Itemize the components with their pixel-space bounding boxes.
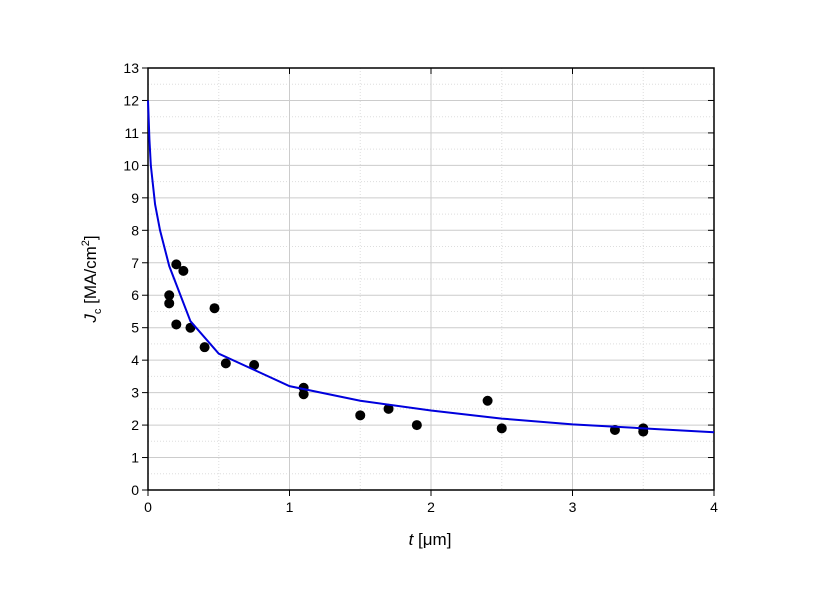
y-tick-label: 9 — [131, 190, 139, 206]
data-point — [482, 395, 493, 406]
data-point — [220, 358, 231, 369]
y-tick-label: 3 — [131, 385, 139, 401]
y-tick-label: 8 — [131, 222, 139, 238]
y-label-sup: 2 — [80, 240, 92, 246]
y-axis-label: Jc [MA/cm2] — [80, 235, 104, 323]
data-point — [164, 298, 175, 309]
data-point — [171, 259, 182, 270]
y-tick-label: 6 — [131, 287, 139, 303]
data-point — [383, 403, 394, 414]
y-tick-label: 10 — [123, 157, 139, 173]
y-tick-label: 5 — [131, 320, 139, 336]
data-point — [249, 360, 260, 371]
x-label-unit: [μm] — [413, 530, 451, 549]
data-point — [411, 420, 422, 431]
data-point — [199, 342, 210, 353]
data-point — [171, 319, 182, 330]
data-point — [164, 290, 175, 301]
data-point — [355, 410, 366, 421]
x-tick-label: 3 — [569, 499, 577, 515]
data-point — [178, 265, 189, 276]
y-tick-label: 4 — [131, 352, 139, 368]
x-tick-label: 1 — [286, 499, 294, 515]
data-point — [298, 389, 309, 400]
y-tick-label: 12 — [123, 92, 139, 108]
y-label-var: J — [81, 314, 100, 324]
y-tick-label: 13 — [123, 60, 139, 76]
data-point — [496, 423, 507, 434]
y-label-unit: [MA/cm — [81, 246, 100, 308]
y-label-sub: c — [92, 308, 104, 314]
y-tick-label: 7 — [131, 255, 139, 271]
y-tick-label: 11 — [124, 125, 139, 141]
fit-line — [147, 100, 715, 434]
x-tick-label: 0 — [144, 499, 152, 515]
y-tick-label: 2 — [131, 417, 139, 433]
data-point — [209, 303, 220, 314]
x-tick-label: 4 — [710, 499, 718, 515]
y-tick-label: 1 — [131, 450, 139, 466]
plot-frame — [147, 67, 715, 491]
y-tick-label: 0 — [131, 482, 139, 498]
x-label-var: t — [409, 530, 415, 549]
y-label-end: ] — [81, 235, 100, 240]
x-axis-label: t [μm] — [409, 530, 452, 549]
x-tick-label: 2 — [427, 499, 435, 515]
